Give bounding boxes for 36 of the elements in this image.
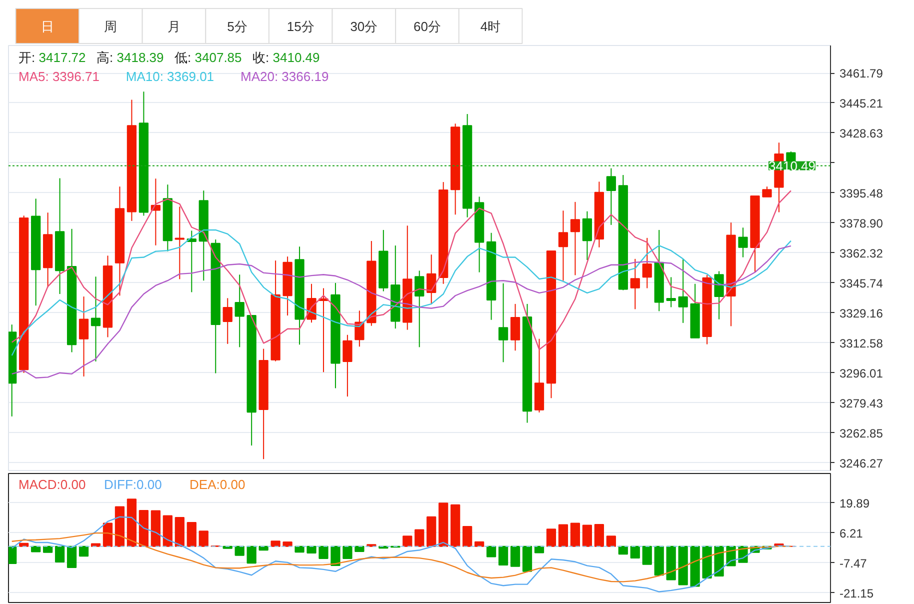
y-tick-label: 3279.43 [840, 396, 884, 410]
y-tick-label: 3378.90 [840, 216, 884, 230]
text: MA20: 3366.19 [240, 69, 329, 84]
y-tick-label: 19.89 [840, 496, 870, 510]
text: MACD:0.00 [18, 477, 86, 492]
ref-line-label: 3410.49 [768, 158, 816, 174]
category-label: 5分 [227, 19, 248, 34]
category-label: 60分 [414, 19, 441, 34]
y-tick-label: 3428.63 [840, 126, 884, 140]
category-label: 周 [104, 19, 118, 34]
y-tick-label: 3246.27 [840, 456, 884, 470]
category-label: 月 [167, 19, 180, 34]
y-tick-label: -21.15 [840, 586, 874, 600]
text: DIFF:0.00 [104, 477, 162, 492]
y-tick-label: 3445.21 [840, 96, 884, 110]
y-tick-label: 3312.58 [840, 336, 884, 350]
y-tick-label: 3395.48 [840, 186, 884, 200]
y-tick-label: 3362.32 [840, 246, 884, 260]
category-label: 30分 [350, 19, 378, 34]
annotation: 开:3417.72 [18, 50, 86, 65]
annotation: 低:3407.85 [174, 50, 242, 65]
y-tick-label: 3262.85 [840, 426, 884, 440]
y-tick-label: 3296.01 [840, 366, 884, 380]
annotation: 高:3418.39 [96, 50, 164, 65]
y-tick-label: 3461.79 [840, 66, 884, 81]
annotation: 收:3410.49 [252, 50, 320, 65]
text: DEA:0.00 [190, 477, 246, 492]
y-tick-label: 3329.16 [840, 306, 884, 320]
y-tick-label: 6.21 [840, 526, 864, 540]
y-tick-label: 3345.74 [840, 276, 884, 290]
y-tick-label: -7.47 [840, 556, 868, 570]
text: MA5: 3396.71 [18, 69, 100, 84]
category-label: 4时 [480, 19, 501, 34]
category-label: 15分 [286, 19, 314, 34]
category-label: 日 [40, 19, 54, 34]
text: MA10: 3369.01 [126, 69, 214, 84]
